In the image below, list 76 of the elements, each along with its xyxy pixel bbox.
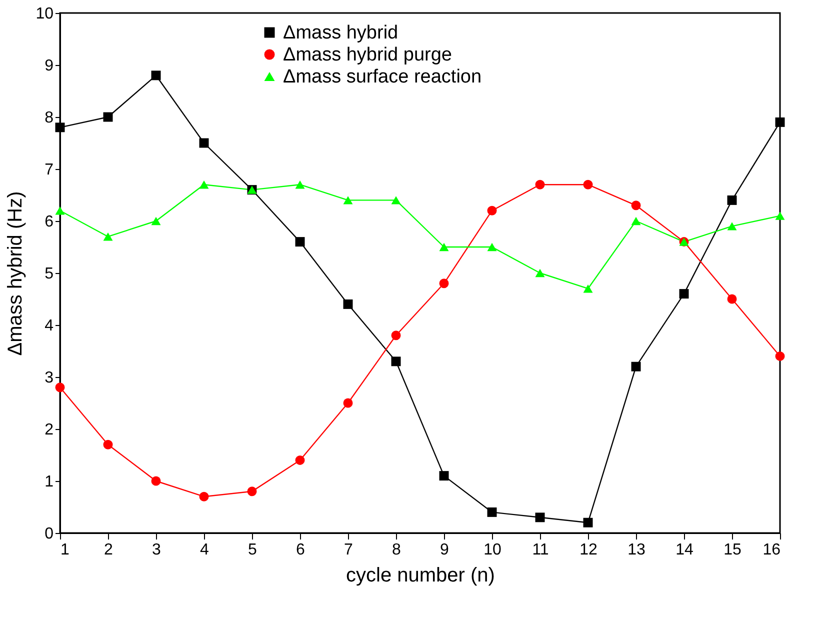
point <box>679 289 689 299</box>
point <box>343 196 353 204</box>
y-tick-label: 1 <box>44 474 54 490</box>
point <box>583 180 593 190</box>
x-tick-label: 2 <box>104 542 114 558</box>
x-axis-title: cycle number (n) <box>346 564 495 586</box>
point <box>631 200 641 210</box>
point <box>391 330 401 340</box>
point <box>391 196 401 204</box>
x-tick-label: 9 <box>440 542 450 558</box>
point <box>199 492 209 502</box>
point <box>199 180 209 189</box>
point <box>439 471 449 481</box>
point <box>535 268 545 278</box>
point <box>247 486 257 496</box>
point <box>103 112 113 122</box>
point <box>583 284 593 293</box>
legend-label: Δmass surface reaction <box>283 66 482 88</box>
point <box>151 70 161 80</box>
point <box>103 440 113 450</box>
point <box>343 299 353 309</box>
y-tick-label: 9 <box>44 58 54 74</box>
y-tick-label: 0 <box>44 526 54 542</box>
point <box>343 398 353 408</box>
x-tick-label: 11 <box>532 542 549 558</box>
point <box>727 294 737 304</box>
legend-label: Δmass hybrid <box>283 22 398 44</box>
y-tick-label: 2 <box>44 422 54 438</box>
legend-label: Δmass hybrid purge <box>283 44 452 66</box>
x-tick-label: 7 <box>344 542 354 558</box>
x-tick-label: 6 <box>296 542 306 558</box>
x-tick-label: 14 <box>676 542 694 558</box>
point <box>535 180 545 190</box>
x-tick-label: 10 <box>484 542 502 558</box>
y-tick-label: 10 <box>36 6 54 22</box>
point <box>487 206 497 216</box>
x-tick-label: 13 <box>628 542 646 558</box>
point <box>55 122 65 132</box>
point <box>775 212 785 220</box>
point <box>199 138 209 148</box>
point <box>535 512 545 522</box>
point <box>775 351 785 361</box>
point <box>103 232 113 241</box>
point <box>439 278 449 288</box>
point <box>487 242 497 252</box>
point <box>151 216 161 226</box>
y-tick-label: 5 <box>44 266 54 282</box>
x-tick-label: 1 <box>60 542 70 558</box>
point <box>631 362 641 372</box>
y-tick-label: 7 <box>44 162 54 178</box>
point <box>631 216 641 226</box>
point <box>55 206 65 215</box>
y-tick-label: 4 <box>44 318 54 334</box>
point <box>487 507 497 517</box>
y-axis-title: Δmass hybrid (Hz) <box>4 191 27 356</box>
point <box>727 195 737 205</box>
point <box>295 237 305 247</box>
x-tick-label: 5 <box>248 542 258 558</box>
x-tick-label: 12 <box>580 542 598 558</box>
x-tick-label: 16 <box>762 542 781 558</box>
point <box>55 382 65 392</box>
point <box>727 222 737 230</box>
point <box>775 117 785 127</box>
point <box>295 180 305 189</box>
x-tick-label: 15 <box>724 542 742 558</box>
point <box>583 518 593 528</box>
y-tick-label: 3 <box>44 370 54 386</box>
point <box>295 455 305 465</box>
x-tick-label: 8 <box>392 542 402 558</box>
x-tick-label: 4 <box>200 542 210 558</box>
point <box>391 356 401 366</box>
x-tick-label: 3 <box>152 542 162 558</box>
point <box>439 242 449 252</box>
point <box>151 476 161 486</box>
y-tick-label: 6 <box>44 214 54 230</box>
y-tick-label: 8 <box>44 110 54 126</box>
